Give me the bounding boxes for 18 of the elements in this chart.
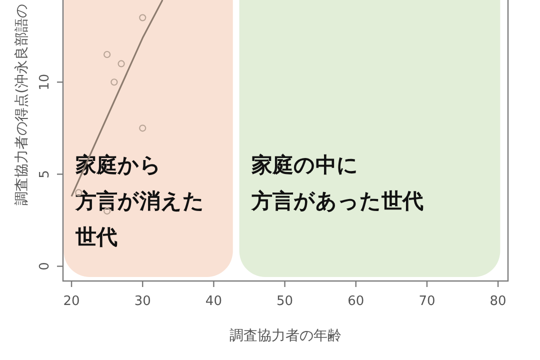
point: [139, 124, 146, 132]
x-tick-label: 20: [63, 294, 80, 309]
point: [139, 14, 146, 22]
point: [118, 60, 125, 68]
x-tick-label: 30: [134, 294, 151, 309]
x-tick-label: 70: [418, 294, 436, 309]
x-tick-label: 60: [348, 294, 364, 309]
x-tick-label: 40: [205, 294, 222, 309]
x-axis-title: 調査協力者の年齢: [230, 328, 342, 344]
y-tick-label: 5: [38, 170, 52, 178]
point: [104, 50, 111, 58]
y-axis-title: 調査協力者の得点(沖永良部語の: [14, 4, 30, 206]
band-label: 家庭の中に方言があった世代: [250, 153, 424, 213]
y-tick-label: 0: [38, 262, 52, 270]
x-tick-label: 80: [490, 294, 506, 309]
x-tick-label: 50: [276, 294, 294, 309]
y-tick-label: 10: [38, 74, 52, 90]
point: [110, 78, 118, 86]
